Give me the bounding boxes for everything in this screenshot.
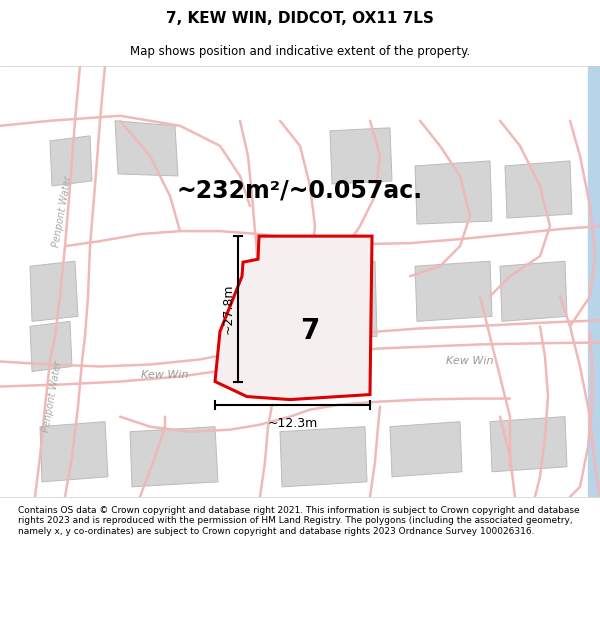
Polygon shape [30, 261, 78, 321]
Polygon shape [390, 422, 462, 477]
Text: 7, KEW WIN, DIDCOT, OX11 7LS: 7, KEW WIN, DIDCOT, OX11 7LS [166, 11, 434, 26]
Polygon shape [415, 261, 492, 321]
Bar [588, 66, 600, 497]
Polygon shape [505, 161, 572, 218]
Polygon shape [115, 121, 178, 176]
Text: Kew Win: Kew Win [141, 369, 189, 379]
Polygon shape [500, 261, 567, 321]
Text: Map shows position and indicative extent of the property.: Map shows position and indicative extent… [130, 45, 470, 58]
Text: ~232m²/~0.057ac.: ~232m²/~0.057ac. [177, 179, 423, 203]
Polygon shape [490, 417, 567, 472]
Text: ~12.3m: ~12.3m [268, 417, 317, 429]
Text: 7: 7 [301, 318, 320, 346]
Polygon shape [415, 161, 492, 224]
Text: Penpont Water: Penpont Water [51, 174, 73, 248]
Polygon shape [30, 321, 72, 371]
Polygon shape [50, 136, 92, 186]
Text: Kew Win: Kew Win [446, 356, 494, 366]
Text: Penpont Water: Penpont Water [41, 360, 63, 433]
Text: Contains OS data © Crown copyright and database right 2021. This information is : Contains OS data © Crown copyright and d… [18, 506, 580, 536]
Polygon shape [40, 422, 108, 482]
Polygon shape [285, 261, 377, 341]
Text: ~27.8m: ~27.8m [221, 284, 235, 334]
Polygon shape [330, 127, 392, 184]
Polygon shape [280, 427, 367, 487]
Polygon shape [215, 236, 372, 399]
Polygon shape [130, 427, 218, 487]
